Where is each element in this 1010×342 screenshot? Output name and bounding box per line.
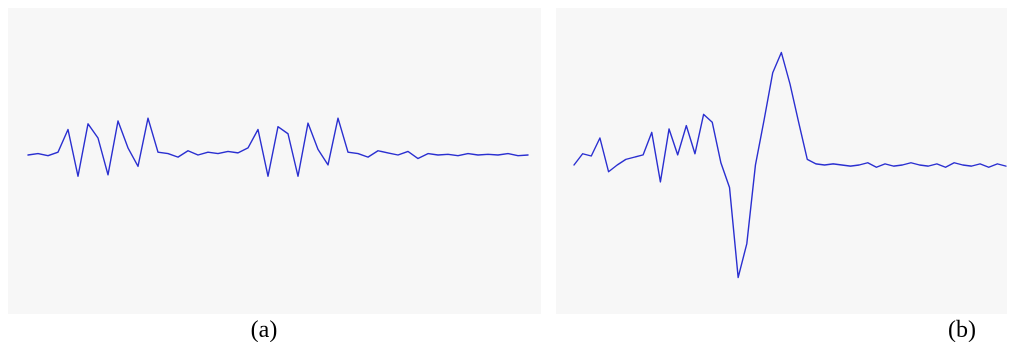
panel-a-background — [8, 8, 541, 314]
panel-b-background — [556, 8, 1007, 314]
panel-b-trace-layer — [573, 51, 1007, 279]
panel-a-trace-layer — [27, 117, 529, 177]
signal-trace-a — [27, 117, 529, 177]
signal-trace-b — [573, 51, 1007, 279]
caption-a: (a) — [251, 317, 278, 342]
caption-b: (b) — [948, 317, 976, 342]
